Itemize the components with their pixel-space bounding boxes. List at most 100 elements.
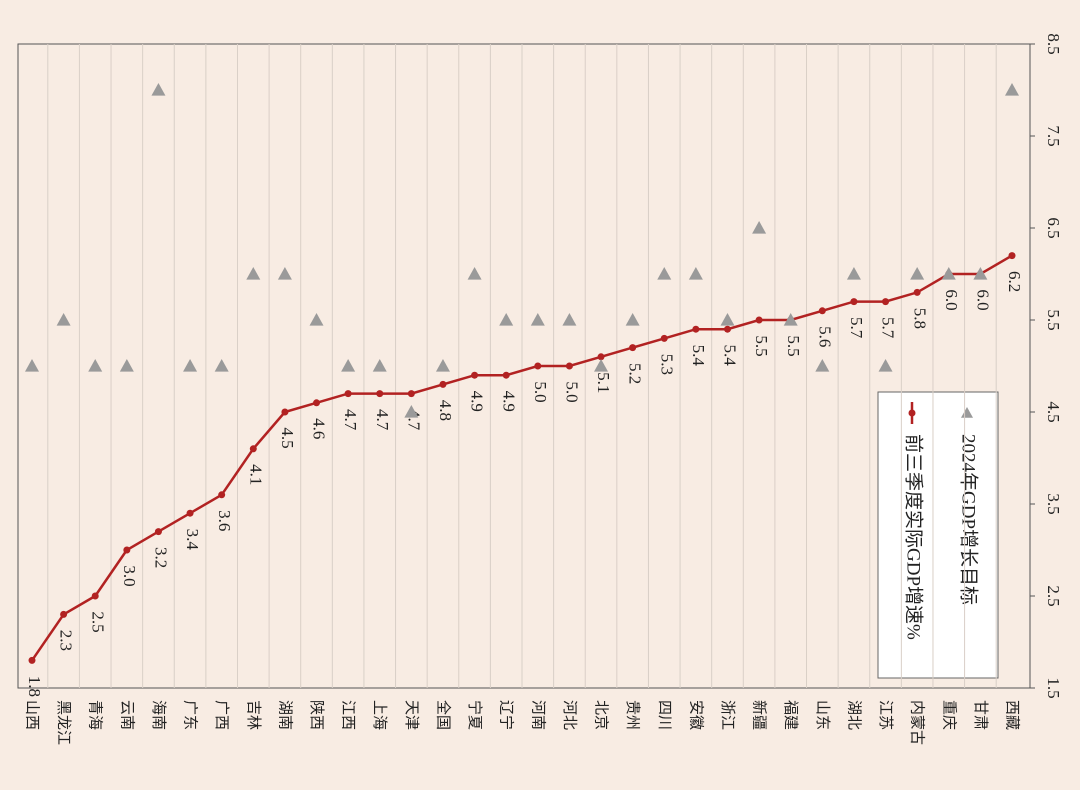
value-label: 5.7	[879, 317, 898, 339]
y-tick-label: 6.5	[1044, 217, 1063, 238]
target-marker	[815, 359, 830, 372]
value-label: 5.2	[626, 363, 645, 384]
value-label: 5.4	[721, 345, 740, 367]
x-tick-label: 甘肃	[972, 700, 990, 730]
y-tick-label: 1.5	[1044, 677, 1063, 698]
target-marker	[594, 359, 609, 372]
target-marker	[625, 313, 640, 326]
x-tick-label: 陕西	[308, 700, 326, 730]
legend-label: 前三季度实际GDP增速%	[903, 434, 925, 640]
series-line	[30, 254, 1013, 662]
target-marker	[1005, 83, 1019, 96]
x-tick-label: 重庆	[940, 700, 958, 730]
value-label: 4.9	[468, 391, 487, 412]
target-marker	[372, 359, 387, 372]
target-marker	[562, 313, 577, 326]
point	[692, 325, 700, 333]
legend-marker	[961, 407, 973, 418]
target-marker	[846, 267, 861, 280]
x-tick-label: 青海	[87, 700, 105, 730]
point	[154, 528, 162, 536]
x-tick-label: 内蒙古	[909, 700, 927, 745]
value-label: 4.1	[246, 464, 265, 485]
value-label: 3.0	[120, 565, 139, 586]
target-marker	[910, 267, 925, 280]
target-marker	[657, 267, 672, 280]
x-tick-label: 湖南	[276, 700, 294, 730]
value-label: 5.0	[531, 381, 550, 402]
x-tick-label: 河北	[561, 700, 579, 730]
y-tick-label: 4.5	[1044, 401, 1063, 422]
x-tick-label: 北京	[593, 700, 611, 730]
point	[407, 390, 415, 398]
value-label: 3.6	[215, 510, 234, 531]
y-tick-label: 8.5	[1044, 33, 1063, 54]
value-label: 5.8	[910, 308, 929, 329]
point	[882, 298, 890, 306]
target-marker	[341, 359, 356, 372]
point	[597, 353, 605, 361]
point	[850, 298, 858, 306]
value-label: 4.5	[278, 427, 297, 448]
point	[60, 610, 68, 618]
point	[376, 390, 384, 398]
x-tick-label: 江苏	[877, 700, 895, 730]
y-tick-label: 2.5	[1044, 585, 1063, 606]
point	[755, 316, 763, 324]
point	[1008, 252, 1016, 260]
value-label: 4.7	[373, 409, 392, 431]
point	[629, 344, 637, 352]
value-label: 5.0	[563, 381, 582, 402]
target-marker	[783, 313, 798, 326]
x-tick-label: 贵州	[624, 700, 642, 730]
value-label: 5.7	[847, 317, 866, 339]
value-label: 5.5	[784, 335, 803, 356]
value-label: 5.4	[689, 345, 708, 367]
point	[565, 362, 573, 370]
x-tick-label: 全国	[434, 700, 452, 730]
x-tick-label: 西藏	[1004, 700, 1022, 730]
target-marker	[973, 267, 988, 280]
x-tick-label: 新疆	[751, 700, 769, 730]
x-tick-label: 黑龙江	[55, 700, 73, 745]
target-marker	[183, 359, 198, 372]
target-marker	[530, 313, 545, 326]
value-label: 4.6	[310, 418, 329, 439]
target-marker	[720, 313, 735, 326]
value-label: 6.2	[1005, 271, 1024, 292]
value-label: 4.8	[436, 400, 455, 421]
target-marker	[277, 267, 292, 280]
point	[502, 371, 510, 379]
y-tick-label: 5.5	[1044, 309, 1063, 330]
legend: 前三季度实际GDP增速% 2024年GDP增长目标	[877, 391, 999, 679]
point	[28, 656, 36, 664]
x-tick-label: 上海	[371, 700, 389, 730]
value-label: 6.0	[973, 289, 992, 310]
value-label: 5.3	[657, 354, 676, 375]
x-tick-label: 四川	[656, 700, 674, 730]
point	[91, 592, 99, 600]
point	[123, 546, 131, 554]
x-tick-label: 天津	[403, 700, 421, 730]
point	[439, 380, 447, 388]
point	[723, 325, 731, 333]
x-tick-label: 吉林	[245, 700, 263, 730]
x-tick-label: 安徽	[687, 700, 705, 730]
value-label: 4.7	[341, 409, 360, 431]
point	[344, 390, 352, 398]
point	[534, 362, 542, 370]
value-label: 1.8	[25, 676, 44, 697]
legend-label: 2024年GDP增长目标	[958, 434, 980, 605]
point	[471, 371, 479, 379]
target-marker	[119, 359, 134, 372]
target-marker	[878, 359, 893, 372]
x-tick-label: 河南	[529, 700, 547, 730]
target-marker	[25, 359, 39, 372]
value-label: 5.5	[752, 335, 771, 356]
target-marker	[688, 267, 703, 280]
value-label: 4.9	[499, 391, 518, 412]
target-marker	[214, 359, 229, 372]
value-label: 5.1	[594, 372, 613, 393]
